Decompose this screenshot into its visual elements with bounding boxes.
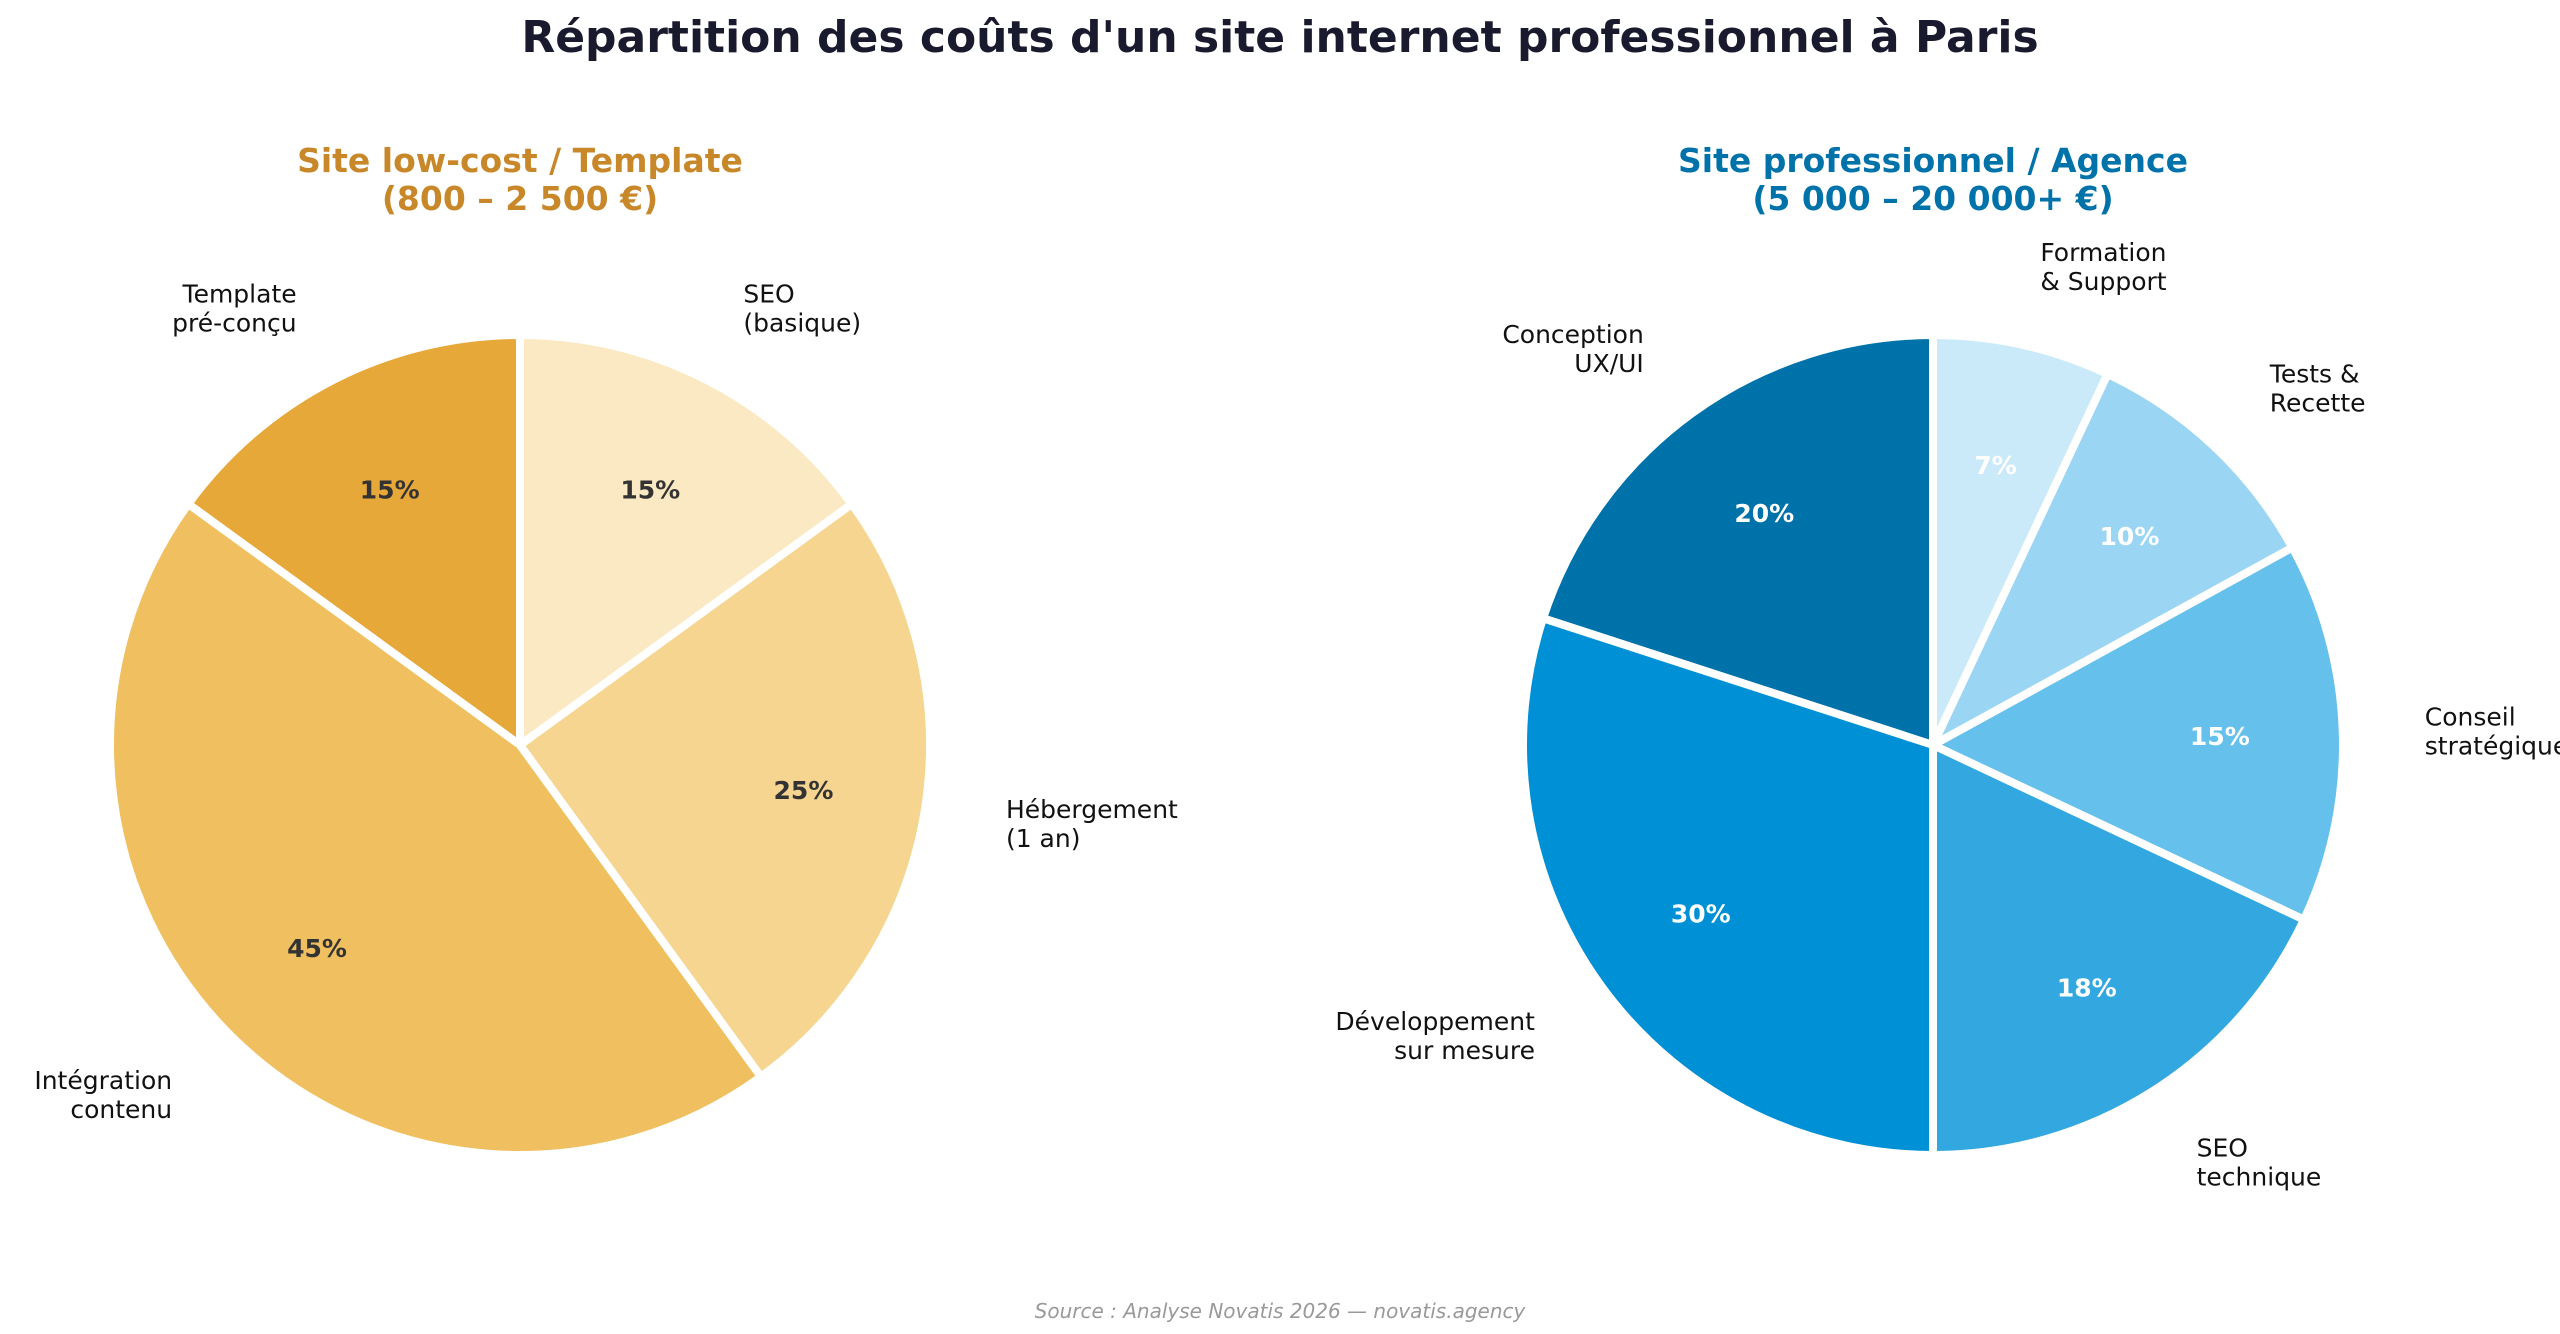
pie-slice bbox=[1539, 331, 1937, 749]
pie-chart-1: Site low-cost / Template (800 – 2 500 €) 1… bbox=[34, 141, 1178, 1159]
pie-slice bbox=[1929, 543, 2347, 924]
slice-percent-label: 15% bbox=[2190, 722, 2250, 751]
slice-category-label: Développement sur mesure bbox=[1335, 1007, 1535, 1065]
slice-percent-label: 15% bbox=[360, 475, 420, 504]
slice-percent-label: 45% bbox=[287, 934, 347, 963]
slice-category-label: SEO (basique) bbox=[743, 280, 861, 338]
slice-percent-label: 30% bbox=[1671, 900, 1731, 929]
slice-category-label: Formation & Support bbox=[2040, 238, 2166, 296]
slice-category-label: Hébergement (1 an) bbox=[1006, 795, 1178, 853]
pie-chart-2: Site professionnel / Agence (5 000 – 20 0… bbox=[1335, 141, 2560, 1191]
pie-slice bbox=[184, 331, 524, 749]
slice-percent-label: 10% bbox=[2100, 522, 2160, 551]
slice-percent-label: 18% bbox=[2057, 973, 2117, 1002]
pie-slice bbox=[106, 500, 765, 1159]
slice-percent-label: 20% bbox=[1734, 499, 1794, 528]
source-note: Source : Analyse Novatis 2026 — novatis.… bbox=[1035, 1299, 1527, 1323]
page-title: Répartition des coûts d'un site internet… bbox=[521, 12, 2038, 63]
slice-category-label: Conseil stratégique bbox=[2425, 703, 2560, 761]
slice-category-label: SEO technique bbox=[2197, 1133, 2322, 1191]
pie-title: Site professionnel / Agence (5 000 – 20 0… bbox=[1678, 141, 2188, 218]
slice-percent-label: 15% bbox=[620, 475, 680, 504]
slice-category-label: Tests & Recette bbox=[2269, 359, 2366, 417]
slice-category-label: Template pré-conçu bbox=[172, 280, 296, 338]
pie-slice bbox=[1929, 331, 2112, 749]
slice-category-label: Conception UX/UI bbox=[1502, 320, 1643, 378]
slice-percent-label: 25% bbox=[774, 776, 834, 805]
pie-slice bbox=[1519, 614, 1937, 1159]
pies-group: Site low-cost / Template (800 – 2 500 €) 1… bbox=[34, 141, 2560, 1191]
pie-slice bbox=[1929, 741, 2308, 1159]
slice-percent-label: 7% bbox=[1974, 451, 2016, 480]
slice-category-label: Intégration contenu bbox=[34, 1066, 172, 1124]
pie-slice bbox=[516, 331, 856, 749]
pie-slice bbox=[516, 500, 934, 1081]
pie-slice bbox=[1929, 370, 2297, 749]
pie-title: Site low-cost / Template (800 – 2 500 €) bbox=[297, 141, 743, 218]
